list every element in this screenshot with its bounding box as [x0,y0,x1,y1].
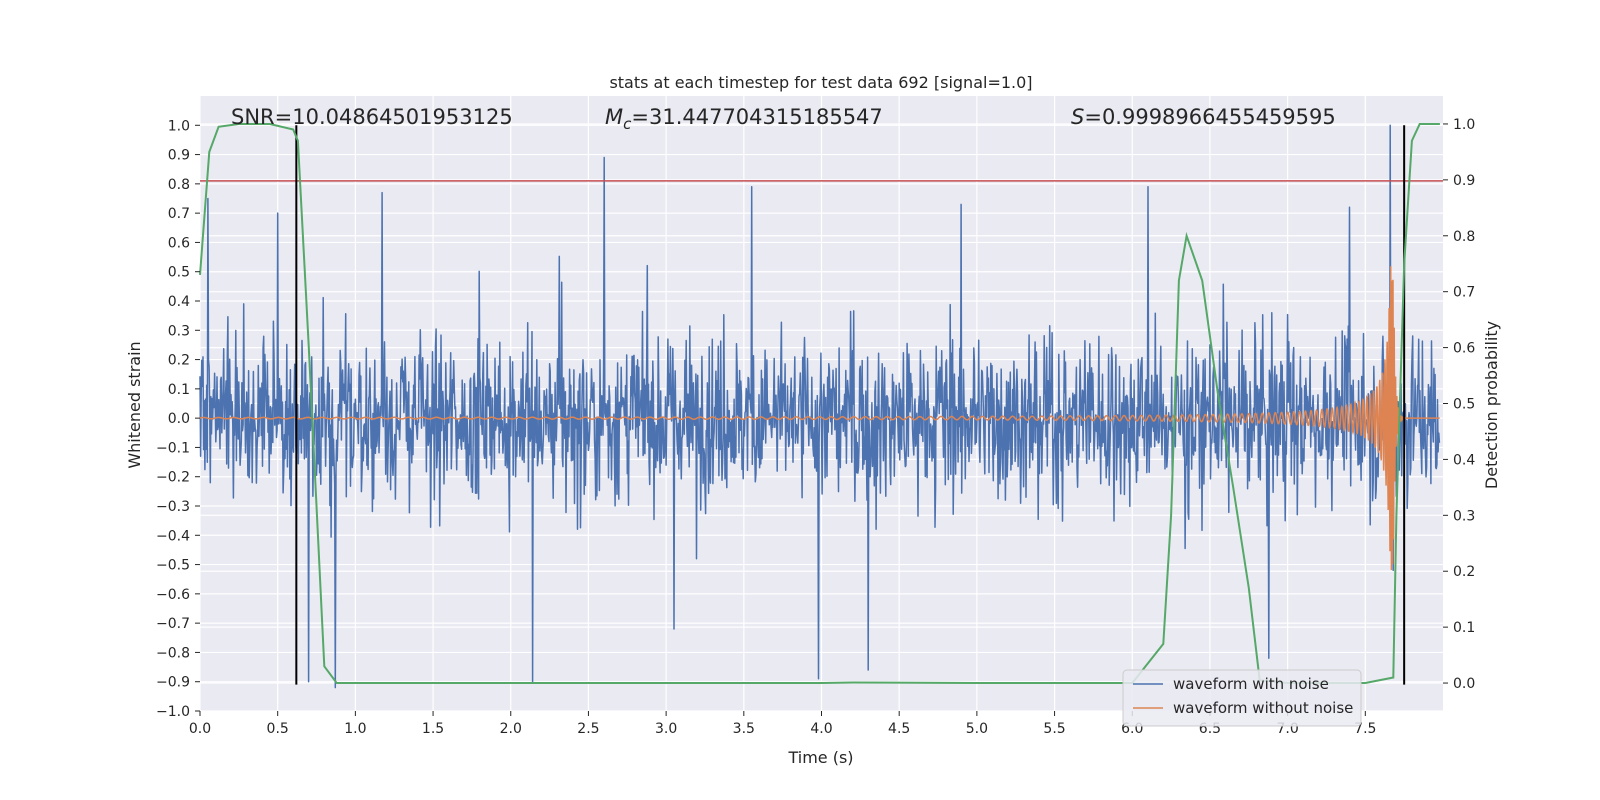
x-tick-label: 4.0 [810,721,832,737]
snr-annotation: SNR=10.04864501953125 [231,105,513,129]
y-tick-label: 0.7 [168,206,190,222]
y-tick-label: −0.7 [156,616,190,632]
y-right-tick-label: 0.1 [1453,620,1475,636]
x-tick-label: 3.0 [655,721,677,737]
y-tick-label: 0.2 [168,353,190,369]
s-annotation: S=0.9998966455459595 [1071,105,1336,129]
y-tick-label: −0.9 [156,675,190,691]
y-tick-label: −0.8 [156,645,190,661]
y-right-tick-label: 0.6 [1453,341,1475,357]
y-axis-label-left: Whitened strain [125,341,144,468]
y-tick-label: −0.6 [156,587,190,603]
x-tick-label: 0.5 [267,721,289,737]
reference-lines [200,125,1443,685]
y-right-tick-label: 0.2 [1453,564,1475,580]
y-tick-label: −0.4 [156,528,190,544]
y-right-tick-label: 0.5 [1453,397,1475,413]
y-tick-label: 0.4 [168,294,190,310]
detection-probability-line [199,123,1440,684]
x-tick-label: 5.5 [1043,721,1065,737]
s-value: =0.9998966455459595 [1084,105,1335,129]
legend-box [1122,669,1362,727]
x-tick-label: 5.0 [966,721,988,737]
legend-label-clean: waveform without noise [1173,699,1353,717]
y-tick-label: 1.0 [168,118,190,134]
x-tick-label: 1.0 [344,721,366,737]
y-tick-label: 0.8 [168,177,190,193]
y-right-tick-label: 0.8 [1453,229,1475,245]
tick-layer: 0.0 0.5 1.0 1.5 2.0 2.5 3.0 3.5 4.0 4.5 5.0 5.5 6.0 6… [156,117,1475,737]
y-tick-label: −0.5 [156,558,190,574]
series-waveform-without-noise [199,266,1440,571]
y-tick-label: −0.2 [156,470,190,486]
x-tick-label: 2.5 [577,721,599,737]
x-tick-label: 3.5 [733,721,755,737]
y-tick-label: −0.1 [156,440,190,456]
y-right-tick-label: 0.7 [1453,285,1475,301]
y-tick-label: −0.3 [156,499,190,515]
legend-label-noise: waveform with noise [1173,675,1329,693]
series-waveform-with-noise [199,124,1441,689]
y-tick-label: 0.3 [168,323,190,339]
mc-value: =31.447704315185547 [631,105,882,129]
x-tick-label: 2.0 [500,721,522,737]
y-tick-label: 0.9 [168,148,190,164]
y-right-tick-label: 0.3 [1453,508,1475,524]
y-right-tick-label: 1.0 [1453,117,1475,133]
x-tick-label: 1.5 [422,721,444,737]
y-tick-label: 0.0 [168,411,190,427]
waveform-with-noise-line [199,124,1441,689]
y-tick-label: 0.5 [168,265,190,281]
y-tick-label: 0.6 [168,235,190,251]
y-tick-label: −1.0 [156,704,190,720]
y-right-tick-label: 0.9 [1453,173,1475,189]
x-tick-label: 0.0 [189,721,211,737]
y-tick-label: 0.1 [168,382,190,398]
y-right-tick-label: 0.4 [1453,452,1475,468]
chart-title: stats at each timestep for test data 692… [609,73,1032,92]
mc-annotation: Mc=31.447704315185547 [605,105,883,133]
y-axis-label-right: Detection probability [1482,321,1501,489]
legend: waveform with noise waveform without noi… [1122,669,1362,727]
waveform-without-noise-line [199,266,1440,571]
y-right-tick-label: 0.0 [1453,676,1475,692]
x-tick-label: 4.5 [888,721,910,737]
x-axis-label: Time (s) [787,748,853,767]
series-detection-probability [199,123,1440,684]
